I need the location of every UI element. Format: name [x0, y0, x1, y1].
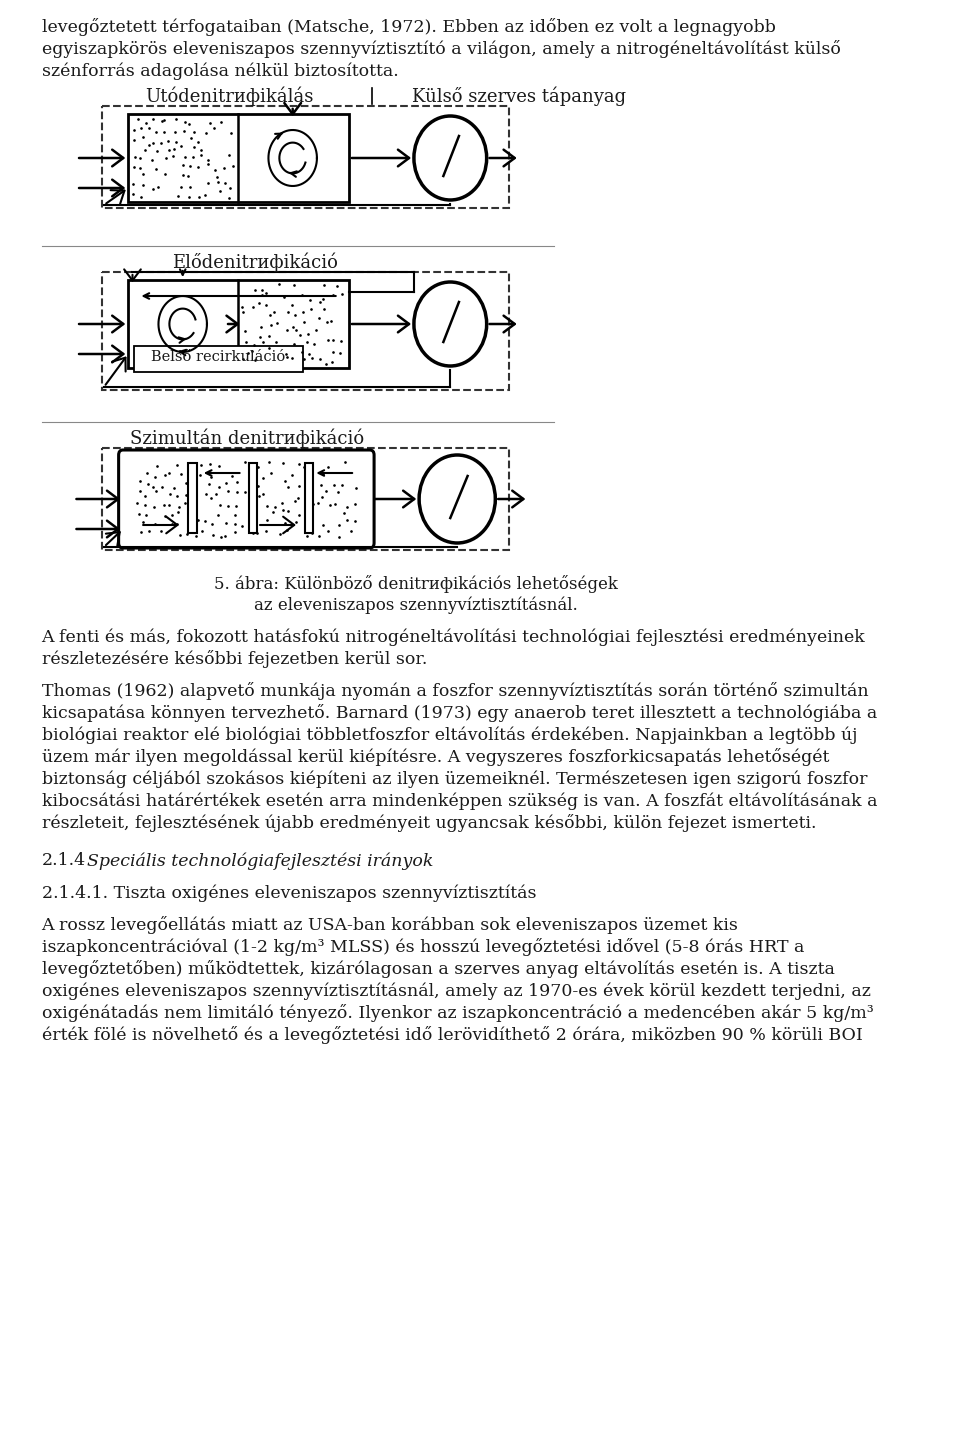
- Text: A fenti és más, fokozott hatásfokú nitrogéneltávolítási technológiai fejlesztési: A fenti és más, fokozott hatásfokú nitro…: [41, 628, 865, 645]
- Text: A rossz levegőellátás miatt az USA-ban korábban sok eleveniszapos üzemet kis: A rossz levegőellátás miatt az USA-ban k…: [41, 915, 738, 934]
- Text: oxigénes eleveniszapos szennyvíztisztításnál, amely az 1970-es évek körül kezdet: oxigénes eleveniszapos szennyvíztisztítá…: [41, 982, 871, 999]
- Circle shape: [414, 116, 487, 201]
- Text: biológiai reaktor elé biológiai többletfoszfor eltávolítás érdekében. Napjainkba: biológiai reaktor elé biológiai többletf…: [41, 726, 857, 744]
- Circle shape: [414, 282, 487, 365]
- Text: egyiszapkörös eleveniszapos szennyvíztisztító a világon, amely a nitrogéneltávol: egyiszapkörös eleveniszapos szennyvíztis…: [41, 40, 840, 58]
- Text: részleteit, fejlesztésének újabb eredményeit ugyancsak későbbi, külön fejezet is: részleteit, fejlesztésének újabb eredmén…: [41, 814, 816, 832]
- Polygon shape: [128, 280, 349, 368]
- Circle shape: [420, 455, 495, 543]
- Text: Külső szerves tápanyag: Külső szerves tápanyag: [413, 87, 627, 105]
- Polygon shape: [249, 464, 257, 533]
- Text: Utódenitrифikálás: Utódenitrифikálás: [145, 87, 314, 105]
- Text: iszapkoncentrációval (1-2 kg/m³ MLSS) és hosszú levegőztetési idővel (5-8 órás H: iszapkoncentrációval (1-2 kg/m³ MLSS) és…: [41, 939, 804, 956]
- Text: levegőztetőben) működtettek, kizárólagosan a szerves anyag eltávolítás esetén is: levegőztetőben) működtettek, kizárólagos…: [41, 960, 834, 978]
- Text: 2.1.4: 2.1.4: [41, 852, 85, 869]
- Text: Thomas (1962) alapvető munkája nyomán a foszfor szennyvíztisztítás során történő: Thomas (1962) alapvető munkája nyomán a …: [41, 682, 868, 700]
- Text: Elődenitrифikáció: Elődenitrифikáció: [173, 253, 338, 271]
- Text: kibocsátási határértékek esetén arra mindenképpen szükség is van. A foszfát eltá: kibocsátási határértékek esetén arra min…: [41, 791, 877, 810]
- Polygon shape: [128, 114, 349, 202]
- Text: üzem már ilyen megoldással kerül kiépítésre. A vegyszeres foszforkicsapatás lehe: üzem már ilyen megoldással kerül kiépíté…: [41, 748, 828, 765]
- Text: az eleveniszapos szennyvíztisztításnál.: az eleveniszapos szennyvíztisztításnál.: [253, 596, 578, 615]
- Text: biztonság céljából szokásos kiépíteni az ilyen üzemeiknél. Természetesen igen sz: biztonság céljából szokásos kiépíteni az…: [41, 770, 867, 787]
- Text: 5. ábra: Különböző denitrифikációs lehetőségek: 5. ábra: Különböző denitrифikációs lehet…: [214, 575, 617, 593]
- Text: Szimultán denitrифikáció: Szimultán denitrифikáció: [130, 427, 364, 448]
- Text: szénforrás adagolása nélkül biztosította.: szénforrás adagolása nélkül biztosította…: [41, 62, 398, 79]
- Text: Belső recirkuláció: Belső recirkuláció: [151, 349, 285, 364]
- Text: levegőztetett térfogataiban (Matsche, 1972). Ebben az időben ez volt a legnagyob: levegőztetett térfogataiban (Matsche, 19…: [41, 17, 776, 36]
- Polygon shape: [305, 464, 314, 533]
- FancyBboxPatch shape: [119, 451, 374, 549]
- Text: érték fölé is növelhető és a levegőztetési idő lerövidíthető 2 órára, miközben 9: érték fölé is növelhető és a levegőzteté…: [41, 1027, 862, 1044]
- Text: részletezésére későbbi fejezetben kerül sor.: részletezésére későbbi fejezetben kerül …: [41, 650, 427, 669]
- Text: oxigénátadás nem limitáló tényező. Ilyenkor az iszapkoncentráció a medencében ak: oxigénátadás nem limitáló tényező. Ilyen…: [41, 1004, 874, 1022]
- Text: 2.1.4.1. Tiszta oxigénes eleveniszapos szennyvíztisztítás: 2.1.4.1. Tiszta oxigénes eleveniszapos s…: [41, 884, 536, 901]
- Polygon shape: [188, 464, 197, 533]
- Text: Speciális technológiafejlesztési irányok: Speciális technológiafejlesztési irányok: [86, 852, 433, 869]
- Text: kicsapatása könnyen tervezhető. Barnard (1973) egy anaerob teret illesztett a te: kicsapatása könnyen tervezhető. Barnard …: [41, 705, 876, 722]
- Polygon shape: [134, 347, 303, 373]
